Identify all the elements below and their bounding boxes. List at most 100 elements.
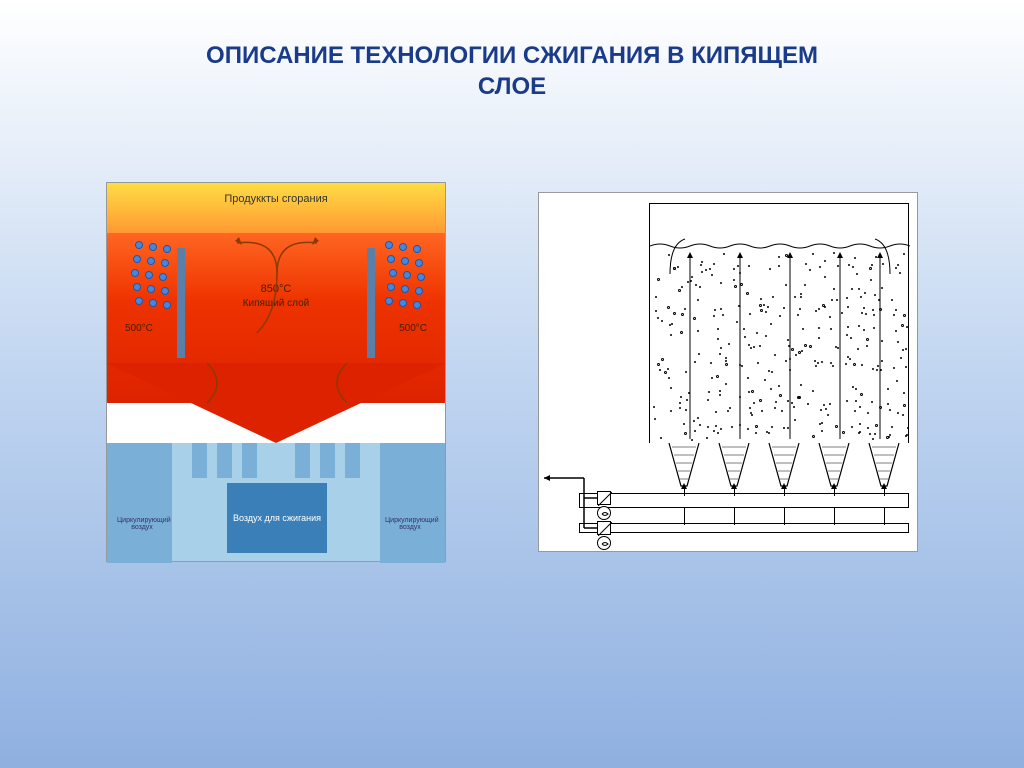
particle-speckle: [864, 292, 866, 294]
particle-speckle: [829, 403, 831, 405]
particle-speckle: [791, 348, 794, 351]
particle-speckle: [774, 354, 776, 356]
particle-speckle: [749, 407, 751, 409]
particle-speckle: [815, 365, 817, 367]
particle-speckle: [685, 371, 687, 373]
particle-speckle: [655, 310, 657, 312]
particle-speckle: [685, 409, 687, 411]
particle-speckle: [691, 276, 693, 278]
particle-speckle: [785, 254, 788, 257]
particle-speckle: [858, 325, 860, 327]
heat-exchanger-bar: [367, 248, 375, 358]
title-line-1: ОПИСАНИЕ ТЕХНОЛОГИИ СЖИГАНИЯ В КИПЯЩЕМ: [0, 40, 1024, 71]
particle-speckle: [744, 336, 746, 338]
particle-speckle: [895, 309, 897, 311]
particle-speckle: [697, 330, 699, 332]
circulating-air-label-left: Циркулирующий воздух: [117, 517, 167, 531]
particle-speckle: [854, 257, 856, 259]
particle-speckle: [835, 425, 838, 428]
particle-speckle: [715, 411, 717, 413]
particle-speckle: [821, 430, 823, 432]
particle-speckle: [747, 428, 749, 430]
particle-speckle: [882, 263, 884, 265]
particle-speckle: [765, 311, 767, 313]
particle-speckle: [667, 306, 670, 309]
fan-icon: [597, 536, 611, 550]
particle-speckle: [812, 435, 815, 438]
particle-speckle: [865, 313, 867, 315]
particle-speckle: [670, 410, 672, 412]
riser-pipe: [320, 443, 335, 478]
particle-speckle: [832, 365, 834, 367]
particle-speckle: [681, 313, 684, 316]
particle-speckle: [849, 358, 851, 360]
particle-speckle: [748, 391, 750, 393]
particle-speckle: [736, 321, 738, 323]
particle-speckle: [779, 394, 782, 397]
particle-speckle: [896, 380, 898, 382]
particle-speckle: [906, 326, 908, 328]
particle-speckle: [701, 261, 703, 263]
riser-line: [684, 508, 685, 525]
particle-speckle: [699, 286, 701, 288]
particle-speckle: [893, 367, 895, 369]
riser-pipe: [217, 443, 232, 478]
funnel-shape: [106, 363, 446, 443]
particle-speckle: [903, 392, 905, 394]
particle-speckle: [850, 337, 852, 339]
particle-speckle: [719, 353, 721, 355]
particle-speckle: [801, 350, 803, 352]
particle-speckle: [705, 269, 707, 271]
arrow-up-icon: [781, 483, 787, 489]
combustion-diagram: Продуккты сгорания 850°C Кипящий слой 50…: [106, 182, 446, 562]
particle-speckle: [789, 358, 791, 360]
particle-speckle: [879, 406, 882, 409]
particle-speckle: [876, 369, 878, 371]
air-label: Воздух для сжигания: [227, 513, 327, 523]
particle-speckle: [670, 387, 672, 389]
particle-speckle: [684, 308, 686, 310]
particle-speckle: [897, 412, 899, 414]
particle-speckle: [863, 329, 865, 331]
particle-speckle: [661, 320, 663, 322]
particle-speckle: [807, 403, 809, 405]
particle-speckle: [699, 424, 701, 426]
particle-speckle: [761, 410, 763, 412]
particle-speckle: [847, 326, 849, 328]
particle-speckle: [820, 409, 822, 411]
particle-speckle: [800, 293, 802, 295]
particle-speckle: [707, 426, 709, 428]
side-block-left: [107, 443, 172, 563]
particle-speckle: [683, 423, 685, 425]
particle-speckle: [812, 390, 814, 392]
particle-speckle: [841, 312, 843, 314]
arrow-up-icon: [881, 483, 887, 489]
particle-speckle: [881, 287, 883, 289]
fan-icon: [597, 506, 611, 520]
arrow-up-icon: [831, 483, 837, 489]
particle-speckle: [901, 324, 904, 327]
temp-right: 500°C: [399, 323, 427, 334]
particle-speckle: [809, 269, 811, 271]
particle-speckle: [822, 304, 825, 307]
particle-speckle: [770, 388, 772, 390]
particle-speckle: [804, 344, 807, 347]
particle-speckle: [853, 363, 856, 366]
slide-title: ОПИСАНИЕ ТЕХНОЛОГИИ СЖИГАНИЯ В КИПЯЩЕМ С…: [0, 0, 1024, 102]
particle-speckle: [889, 409, 891, 411]
particle-speckle: [848, 264, 850, 266]
particle-speckle: [697, 299, 699, 301]
particle-speckle: [694, 361, 696, 363]
particle-speckle: [709, 268, 711, 270]
particle-speckle: [763, 304, 765, 306]
particle-speckle: [725, 363, 728, 366]
particle-speckle: [778, 385, 780, 387]
particle-speckle: [755, 432, 757, 434]
particle-speckle: [655, 296, 657, 298]
particle-speckle: [765, 335, 767, 337]
particle-speckle: [785, 360, 787, 362]
particle-speckle: [747, 377, 749, 379]
particle-speckle: [713, 263, 715, 265]
particle-speckle: [871, 264, 873, 266]
particle-speckle: [657, 278, 660, 281]
